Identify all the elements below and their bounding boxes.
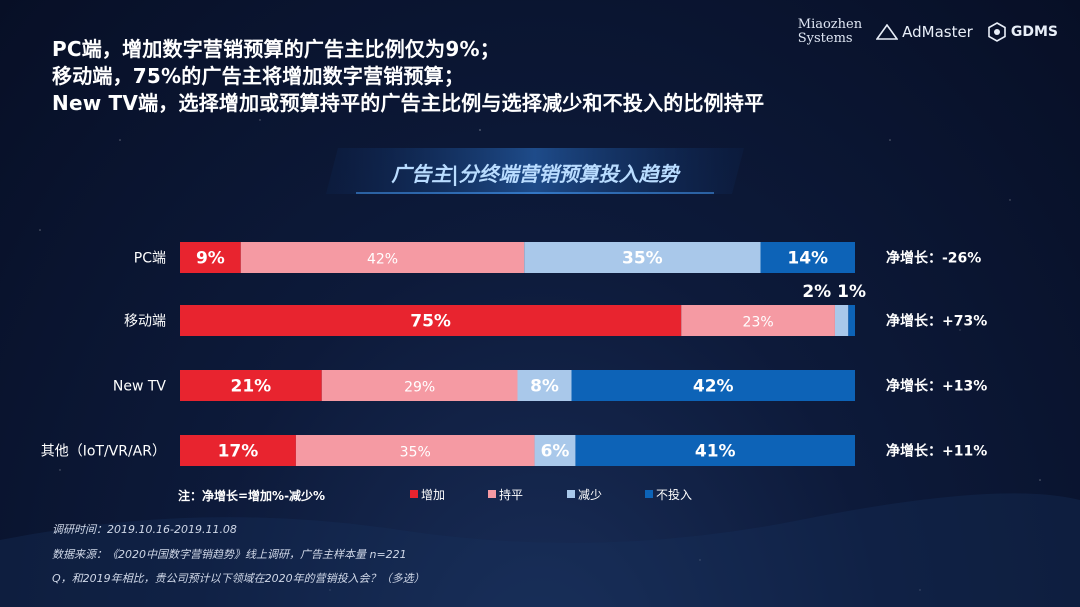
chart-title: 广告主|分终端营销预算投入趋势 [391, 162, 679, 186]
bar-segment [760, 242, 855, 273]
legend-swatch [645, 490, 653, 498]
miaozhen-logo: Miaozhen Systems [798, 18, 862, 46]
net-growth-label: 净增长：+73% [886, 313, 987, 330]
legend-label: 减少 [578, 488, 602, 502]
headline: PC端，增加数字营销预算的广告主比例仅为9%； 移动端，75%的广告主将增加数字… [52, 36, 764, 117]
data-label: 6% [541, 442, 570, 462]
logo-strip: Miaozhen Systems AdMaster GDMS [798, 18, 1058, 46]
miaozhen-logo-line1: Miaozhen [797, 17, 863, 32]
survey-question: Q，和2019年相比，贵公司预计以下领域在2020年的营销投入会？（多选） [52, 572, 425, 585]
headline-line-2: 移动端，75%的广告主将增加数字营销预算； [52, 64, 465, 88]
gdms-mark-icon [988, 22, 1006, 42]
bar-segment [848, 305, 855, 336]
category-label: PC端 [134, 251, 166, 267]
bar-segment [517, 370, 572, 401]
bar-segment [834, 305, 849, 336]
data-label: 21% [231, 377, 272, 397]
data-label: 8% [530, 377, 559, 397]
category-label: 其他（IoT/VR/AR） [41, 444, 166, 460]
data-source: 数据来源：《2020中国数字营销趋势》线上调研，广告主样本量 n=221 [52, 548, 407, 561]
data-label: 23% [743, 315, 774, 331]
bar-segment [524, 242, 761, 273]
chart-title-banner: 广告主|分终端营销预算投入趋势 [326, 148, 744, 194]
data-label: 14% [787, 249, 828, 269]
legend-swatch [488, 490, 496, 498]
chart-note: 注：净增长=增加%-减少% [178, 488, 325, 503]
headline-line-1: PC端，增加数字营销预算的广告主比例仅为9%； [52, 37, 500, 61]
bar-segment [240, 242, 525, 273]
bar-segment [321, 370, 518, 401]
bar-segment [681, 305, 835, 336]
data-label: 42% [693, 377, 734, 397]
legend-swatch [410, 490, 418, 498]
bar-segment [180, 305, 682, 336]
category-label: 移动端 [124, 314, 166, 330]
category-label: New TV [113, 379, 167, 395]
miaozhen-logo-line2: Systems [797, 31, 853, 46]
gdms-logo-text: GDMS [1010, 24, 1058, 40]
legend-label: 增加 [421, 488, 445, 502]
data-label: 9% [196, 249, 225, 269]
bar-segment [575, 435, 855, 466]
data-label: 17% [218, 442, 259, 462]
net-growth-label: 净增长：+11% [886, 443, 987, 460]
gdms-logo: GDMS [987, 22, 1058, 42]
banner-shape [326, 148, 744, 194]
bar-segment [180, 435, 296, 466]
data-label: 75% [410, 312, 451, 332]
admaster-logo: AdMaster [876, 23, 973, 41]
headline-line-3: New TV端，选择增加或预算持平的广告主比例与选择减少和不投入的比例持平 [52, 91, 765, 115]
admaster-mark-icon [876, 24, 899, 40]
data-label: 35% [622, 249, 663, 269]
admaster-logo-text: AdMaster [902, 23, 973, 41]
net-growth-label: 净增长：+13% [886, 378, 987, 395]
bar-segment [571, 370, 855, 401]
bar-segment [180, 370, 322, 401]
legend-label: 不投入 [656, 487, 692, 502]
bar-segment [295, 435, 535, 466]
data-label: 2% 1% [802, 282, 866, 302]
survey-period: 调研时间：2019.10.16-2019.11.08 [52, 523, 237, 536]
bar-segment [534, 435, 576, 466]
data-label: 42% [367, 252, 398, 268]
data-label: 29% [404, 380, 435, 396]
bar-segment [180, 242, 241, 273]
data-label: 35% [400, 445, 431, 461]
legend-label: 持平 [499, 487, 523, 502]
legend-swatch [567, 490, 575, 498]
data-label: 41% [695, 442, 736, 462]
net-growth-label: 净增长：-26% [886, 250, 981, 267]
